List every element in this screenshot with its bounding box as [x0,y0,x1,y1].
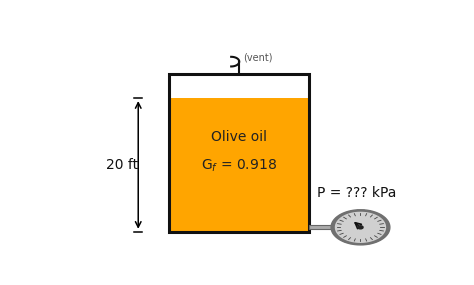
Polygon shape [332,210,389,244]
Bar [171,75,308,98]
Text: Olive oil: Olive oil [211,130,267,144]
Text: (vent): (vent) [243,53,273,63]
Bar [169,74,309,232]
Bar [309,225,336,229]
Bar [333,225,339,229]
Text: G$_f$ = 0.918: G$_f$ = 0.918 [201,158,277,174]
Polygon shape [331,210,390,245]
Bar [169,98,309,232]
Circle shape [358,226,363,229]
Polygon shape [336,212,385,242]
Text: P = ??? kPa: P = ??? kPa [317,186,396,200]
Text: 20 ft: 20 ft [106,158,138,172]
